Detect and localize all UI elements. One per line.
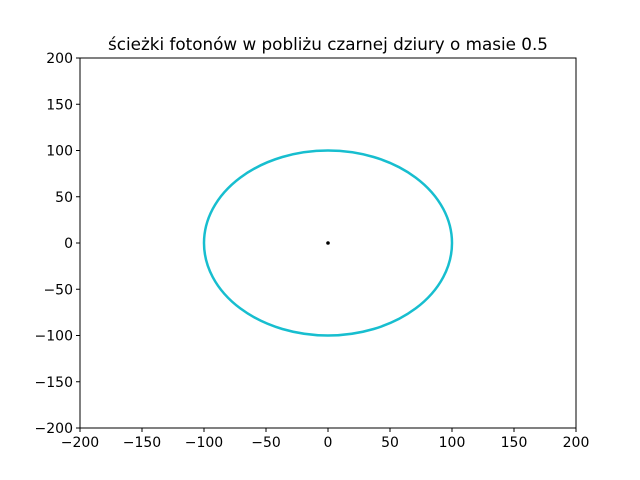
x-tick-label: −50 bbox=[251, 435, 281, 451]
y-tick-label: 0 bbox=[64, 236, 73, 252]
axes-frame bbox=[79, 57, 577, 429]
y-tick-label: 200 bbox=[46, 51, 73, 67]
x-tick-label: 150 bbox=[501, 435, 528, 451]
y-tick-label: −100 bbox=[35, 329, 73, 345]
black-hole-marker bbox=[326, 241, 330, 245]
y-tick-label: −50 bbox=[43, 282, 73, 298]
x-tick-label: 200 bbox=[563, 435, 590, 451]
x-tick-label: −100 bbox=[185, 435, 223, 451]
plot-area bbox=[202, 149, 454, 337]
x-tick-label: 100 bbox=[439, 435, 466, 451]
y-tick-label: 50 bbox=[55, 190, 73, 206]
y-tick-label: −200 bbox=[35, 421, 73, 437]
y-tick-label: −150 bbox=[35, 375, 73, 391]
axis-ticks: −200 −150 −100 −50 0 50 100 150 200 −200 −150 −100 −… bbox=[35, 51, 590, 451]
x-tick-label: 0 bbox=[324, 435, 333, 451]
x-tick-label: 50 bbox=[381, 435, 399, 451]
chart-title: ścieżki fotonów w pobliżu czarnej dziury… bbox=[108, 34, 548, 54]
y-tick-label: 100 bbox=[46, 144, 73, 160]
x-tick-label: −200 bbox=[61, 435, 99, 451]
y-tick-label: 150 bbox=[46, 97, 73, 113]
photon-path-1 bbox=[202, 149, 454, 337]
x-tick-label: −150 bbox=[123, 435, 161, 451]
